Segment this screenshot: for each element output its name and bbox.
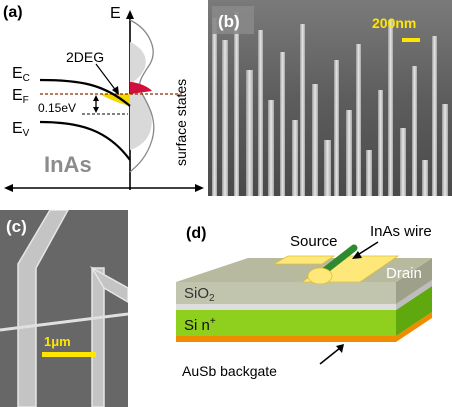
source-label: Source — [290, 233, 338, 250]
wire-pointer-head — [352, 251, 362, 259]
surface-states-label: surface states — [173, 79, 189, 166]
separator-layer-front — [176, 304, 396, 310]
accumulation-layer — [100, 94, 130, 106]
backgate-label: AuSb backgate — [182, 363, 277, 379]
panel-c-device-image: (c) 1μm — [0, 210, 128, 407]
panel-b-label: (b) — [218, 12, 240, 31]
surface-dos-fill — [130, 42, 152, 150]
sio2-layer-side — [396, 258, 432, 304]
energy-axis-arrow — [126, 10, 134, 19]
panel-b-scale-text: 200nm — [372, 15, 416, 31]
sio2-label: SiO2 — [184, 285, 215, 304]
panel-b-scale-bar — [402, 38, 420, 42]
filled-surface-states — [130, 82, 152, 94]
twodeg-pointer-head — [112, 86, 119, 95]
nanowire — [0, 312, 128, 332]
axis-arrow-right — [195, 184, 204, 192]
panel-c-label: (c) — [6, 217, 27, 236]
panel-c-scale-text: 1μm — [44, 334, 71, 349]
panel-d-label: (d) — [186, 225, 206, 242]
valence-band-curve — [39, 120, 131, 161]
contact-wrap — [307, 267, 333, 285]
device-sem-svg: (c) 1μm — [0, 210, 128, 407]
wire-label: InAs wire — [370, 223, 432, 240]
si-label: Si n+ — [184, 316, 216, 334]
right-contact-arm — [89, 265, 128, 303]
gap-arrow-head-down — [93, 107, 99, 113]
material-label: InAs — [44, 152, 92, 177]
wire-pointer — [355, 241, 379, 257]
ec-label: EC — [12, 65, 30, 84]
band-diagram-svg: (a) E EC EF EV 2DEG 0.15eV InAs surface … — [3, 4, 204, 192]
backgate-pointer — [319, 347, 341, 365]
left-contact — [17, 210, 69, 407]
panel-a-label: (a) — [3, 4, 23, 21]
drain-label: Drain — [386, 265, 422, 282]
ef-label: EF — [12, 87, 29, 106]
panel-b-label-box — [212, 6, 254, 34]
panel-b-sem-image: (b) 200nm — [208, 0, 452, 196]
source-contact — [272, 255, 336, 265]
nanowires — [212, 12, 448, 196]
schematic-svg: (d) Source InAs wire Drain SiO2 Si n+ Au… — [176, 223, 432, 379]
twodeg-label: 2DEG — [66, 49, 104, 65]
si-layer-front — [176, 310, 396, 336]
right-contact-vertical — [91, 267, 105, 407]
axis-arrow-left — [4, 184, 13, 192]
si-layer-side — [396, 286, 432, 336]
separator-layer-side — [396, 280, 432, 310]
conduction-band-curve — [39, 78, 131, 107]
ev-label: EV — [12, 120, 30, 139]
gap-arrow-head-up — [93, 95, 99, 101]
backgate-pointer-head — [336, 344, 344, 353]
energy-axis-label: E — [110, 5, 121, 22]
twodeg-pointer — [95, 63, 118, 93]
nanowire-array-svg: (b) 200nm — [208, 0, 452, 196]
panel-c-scale-bar — [42, 352, 96, 357]
panel-d-schematic: (d) Source InAs wire Drain SiO2 Si n+ Au… — [170, 212, 452, 407]
sio2-layer-front — [176, 282, 396, 304]
gap-value-label: 0.15eV — [38, 101, 76, 115]
panel-a-band-diagram: (a) E EC EF EV 2DEG 0.15eV InAs surface … — [0, 0, 206, 200]
